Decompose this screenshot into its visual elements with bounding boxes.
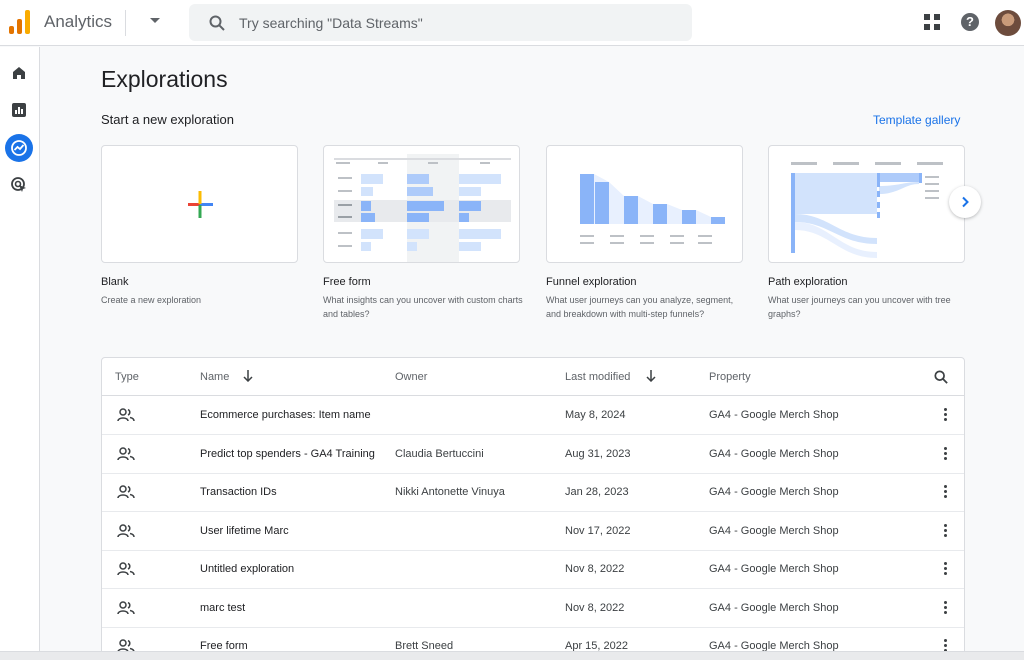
row-last-modified: May 8, 2024: [565, 409, 626, 421]
more-vert-icon[interactable]: [940, 638, 950, 654]
row-owner: Nikki Antonette Vinuya: [395, 486, 505, 498]
apps-grid-icon[interactable]: [924, 14, 940, 30]
next-templates-button[interactable]: [949, 186, 981, 218]
row-name[interactable]: Predict top spenders - GA4 Training: [200, 447, 375, 460]
column-header-owner[interactable]: Owner: [395, 371, 428, 383]
table-header: Type Name Owner Last modified Property: [102, 358, 964, 396]
search-icon: [209, 15, 225, 31]
row-owner: Claudia Bertuccini: [395, 447, 484, 460]
home-icon: [13, 67, 25, 79]
table-row[interactable]: Transaction IDs Nikki Antonette Vinuya Jan…: [102, 473, 964, 512]
left-navigation: [0, 47, 40, 660]
row-last-modified: Aug 31, 2023: [565, 447, 631, 460]
nav-reports[interactable]: [5, 96, 33, 124]
column-header-name[interactable]: Name: [200, 371, 230, 383]
funnel-preview-icon: [580, 174, 725, 244]
row-property: GA4 - Google Merch Shop: [709, 563, 839, 575]
template-card-free-form[interactable]: [323, 145, 520, 263]
table-row[interactable]: Ecommerce purchases: Item name May 8, 202…: [102, 396, 964, 435]
template-gallery-link[interactable]: Template gallery: [873, 113, 961, 127]
row-name[interactable]: Free form: [200, 640, 248, 652]
plus-icon: [188, 191, 213, 218]
row-last-modified: Nov 17, 2022: [565, 524, 631, 537]
table-row[interactable]: Predict top spenders - GA4 Training Claud…: [102, 435, 964, 474]
people-icon: [117, 446, 135, 460]
more-vert-icon[interactable]: [940, 561, 950, 577]
row-property: GA4 - Google Merch Shop: [709, 447, 839, 460]
nav-advertising[interactable]: [5, 171, 33, 199]
row-property: GA4 - Google Merch Shop: [709, 640, 839, 652]
people-icon: [117, 485, 135, 499]
template-desc-funnel: What user journeys can you analyze, segm…: [546, 295, 734, 319]
search-bar[interactable]: [189, 4, 692, 41]
top-app-bar: Analytics ?: [0, 0, 1024, 46]
account-picker-caret-icon[interactable]: [150, 18, 160, 23]
row-name[interactable]: Ecommerce purchases: Item name: [200, 409, 371, 421]
template-title-funnel: Funnel exploration: [546, 276, 637, 288]
table-search-icon[interactable]: [934, 370, 948, 384]
template-card-funnel[interactable]: [546, 145, 743, 263]
section-title: Start a new exploration: [101, 112, 234, 127]
app-title: Analytics: [44, 12, 113, 31]
more-vert-icon[interactable]: [940, 600, 950, 616]
people-icon: [117, 562, 135, 576]
nav-home[interactable]: [5, 59, 33, 87]
more-vert-icon[interactable]: [940, 523, 950, 539]
row-property: GA4 - Google Merch Shop: [709, 486, 839, 498]
more-vert-icon[interactable]: [940, 484, 950, 500]
more-vert-icon[interactable]: [940, 446, 950, 462]
free-form-preview-icon: [334, 154, 511, 262]
row-last-modified: Jan 28, 2023: [565, 486, 629, 498]
title-divider: [125, 10, 126, 36]
path-preview-icon: [791, 162, 943, 258]
search-input[interactable]: [239, 4, 679, 41]
table-row[interactable]: Untitled exploration Nov 8, 2022 GA4 - Goo…: [102, 550, 964, 589]
template-card-path[interactable]: [768, 145, 965, 263]
avatar[interactable]: [995, 10, 1021, 36]
chevron-right-icon: [962, 196, 969, 208]
table-row[interactable]: marc test Nov 8, 2022 GA4 - Google Merch S…: [102, 589, 964, 628]
row-name[interactable]: Transaction IDs: [200, 486, 277, 498]
row-property: GA4 - Google Merch Shop: [709, 601, 839, 614]
column-header-last-modified[interactable]: Last modified: [565, 371, 631, 383]
people-icon: [117, 600, 135, 614]
column-header-property[interactable]: Property: [709, 371, 751, 383]
table-row[interactable]: Free form Brett Sneed Apr 15, 2022 GA4 - Go…: [102, 627, 964, 660]
row-property: GA4 - Google Merch Shop: [709, 409, 839, 421]
more-vert-icon[interactable]: [940, 407, 950, 423]
template-desc-path: What user journeys can you uncover with …: [768, 295, 951, 319]
row-last-modified: Apr 15, 2022: [565, 640, 628, 652]
row-owner: Brett Sneed: [395, 640, 454, 652]
row-name[interactable]: Untitled exploration: [200, 563, 295, 575]
analytics-logo-icon[interactable]: [9, 10, 31, 34]
explorations-table: Type Name Owner Last modified Property E…: [101, 357, 965, 660]
sort-down-icon[interactable]: [646, 370, 656, 382]
people-icon: [117, 523, 135, 537]
bottom-strip: [0, 651, 1024, 660]
explore-icon: [11, 140, 27, 156]
column-header-type[interactable]: Type: [115, 371, 139, 383]
help-icon[interactable]: ?: [961, 13, 979, 31]
template-desc-blank: Create a new exploration: [101, 295, 202, 305]
nav-explore[interactable]: [5, 134, 33, 162]
row-name[interactable]: marc test: [200, 601, 246, 614]
template-card-blank[interactable]: [101, 145, 298, 263]
template-title-path: Path exploration: [768, 276, 848, 288]
row-last-modified: Nov 8, 2022: [565, 601, 625, 614]
reports-icon: [12, 103, 26, 117]
row-property: GA4 - Google Merch Shop: [709, 524, 839, 537]
sort-down-icon[interactable]: [243, 370, 253, 382]
row-name[interactable]: User lifetime Marc: [200, 524, 289, 537]
template-title-free-form: Free form: [323, 276, 371, 288]
template-desc-free-form: What insights can you uncover with custo…: [323, 295, 523, 319]
row-last-modified: Nov 8, 2022: [565, 563, 625, 575]
page-title: Explorations: [101, 66, 228, 92]
advertising-icon: [11, 177, 26, 192]
people-icon: [117, 408, 135, 422]
table-row[interactable]: User lifetime Marc Nov 17, 2022 GA4 - Goog…: [102, 512, 964, 551]
template-title-blank: Blank: [101, 276, 129, 288]
